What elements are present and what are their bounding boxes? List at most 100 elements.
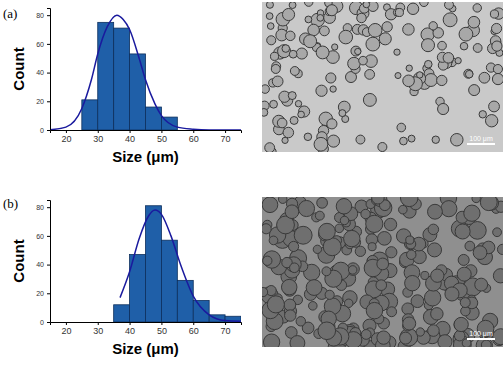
x-tick-label: 40 xyxy=(125,326,135,336)
y-tick-mark xyxy=(47,236,50,237)
droplet xyxy=(267,296,284,313)
droplet xyxy=(399,205,408,214)
fit-curve xyxy=(50,15,241,130)
droplets xyxy=(262,2,503,152)
droplet xyxy=(316,46,329,59)
droplet xyxy=(269,236,278,245)
scale-bar xyxy=(467,338,495,340)
droplet xyxy=(348,57,361,70)
x-tick-mark xyxy=(225,322,226,325)
droplet xyxy=(306,280,322,296)
x-tick-mark xyxy=(161,322,162,325)
droplet xyxy=(377,258,389,270)
droplet xyxy=(317,15,324,22)
droplet xyxy=(387,307,397,317)
x-axis: 203040506070 xyxy=(51,322,242,336)
droplet xyxy=(376,280,387,291)
droplet xyxy=(454,317,468,331)
x-axis-line xyxy=(51,131,242,134)
x-tick: 70 xyxy=(221,322,231,336)
histogram-panel: 203040506070020406080Size (μm)Count xyxy=(10,9,242,166)
micrograph: 100 μm xyxy=(259,189,503,355)
panel-label: (b) xyxy=(3,196,18,211)
x-tick-label: 20 xyxy=(61,326,71,336)
x-axis-title: Size (μm) xyxy=(112,340,179,357)
droplet xyxy=(438,41,447,50)
bar xyxy=(114,305,130,322)
panel-label: (a) xyxy=(3,6,17,21)
y-tick-label: 40 xyxy=(36,261,44,268)
droplet xyxy=(489,101,500,112)
x-tick-label: 70 xyxy=(221,326,231,336)
fit-curve xyxy=(120,210,241,321)
droplet xyxy=(473,4,481,12)
droplet xyxy=(428,325,440,337)
bar xyxy=(130,54,146,130)
droplet xyxy=(421,39,434,52)
droplet xyxy=(395,8,403,16)
droplet xyxy=(443,13,457,27)
x-tick: 50 xyxy=(157,130,167,144)
droplet xyxy=(394,49,400,55)
droplet xyxy=(263,334,279,347)
droplet xyxy=(464,69,473,78)
droplet xyxy=(320,26,330,36)
y-tick-label: 40 xyxy=(36,69,44,76)
droplet xyxy=(262,197,278,213)
droplet xyxy=(299,106,310,117)
y-tick: 80 xyxy=(36,204,50,211)
droplet xyxy=(322,267,331,276)
droplet xyxy=(289,50,297,58)
droplet xyxy=(366,37,380,51)
droplet xyxy=(282,137,288,143)
y-tick-mark xyxy=(47,265,50,266)
x-tick: 70 xyxy=(221,130,231,144)
y-tick: 60 xyxy=(36,233,50,240)
y-tick-mark xyxy=(47,130,50,131)
y-tick-label: 80 xyxy=(36,12,44,19)
droplet xyxy=(284,299,296,311)
droplet xyxy=(368,243,376,251)
droplet xyxy=(457,267,471,281)
droplet xyxy=(289,2,296,9)
x-tick: 20 xyxy=(61,322,71,336)
x-tick-label: 40 xyxy=(125,134,135,144)
droplet xyxy=(295,100,301,106)
bar xyxy=(193,300,209,322)
scale-bar-label: 100 μm xyxy=(469,135,493,143)
micrograph: 100 μm xyxy=(260,0,503,156)
y-tick-label: 60 xyxy=(36,233,44,240)
droplet xyxy=(296,48,307,59)
droplet xyxy=(469,85,480,96)
droplet xyxy=(464,205,480,221)
y-axis-title: Count xyxy=(10,239,27,282)
y-tick-mark xyxy=(47,293,50,294)
droplet xyxy=(298,111,305,118)
droplet xyxy=(348,266,357,275)
droplet xyxy=(428,204,443,219)
droplet xyxy=(317,197,328,208)
y-tick-label: 20 xyxy=(36,98,44,105)
droplet xyxy=(378,232,392,246)
droplet xyxy=(351,46,361,56)
y-axis: 020406080 xyxy=(36,9,50,134)
droplet xyxy=(465,241,475,251)
droplet xyxy=(265,143,275,152)
droplet xyxy=(428,243,442,257)
droplet xyxy=(492,23,502,33)
bar xyxy=(98,22,114,130)
x-tick: 60 xyxy=(189,130,199,144)
droplet xyxy=(407,3,418,14)
droplet xyxy=(459,27,473,41)
x-tick-label: 30 xyxy=(93,134,103,144)
y-tick-mark xyxy=(47,101,50,102)
droplet xyxy=(356,135,365,144)
x-tick-label: 60 xyxy=(189,326,199,336)
droplet xyxy=(314,137,328,151)
x-tick-label: 60 xyxy=(189,134,199,144)
y-tick: 80 xyxy=(36,12,50,19)
droplet xyxy=(417,72,423,78)
droplet xyxy=(262,85,269,94)
droplet xyxy=(304,133,312,141)
droplet xyxy=(485,115,497,127)
